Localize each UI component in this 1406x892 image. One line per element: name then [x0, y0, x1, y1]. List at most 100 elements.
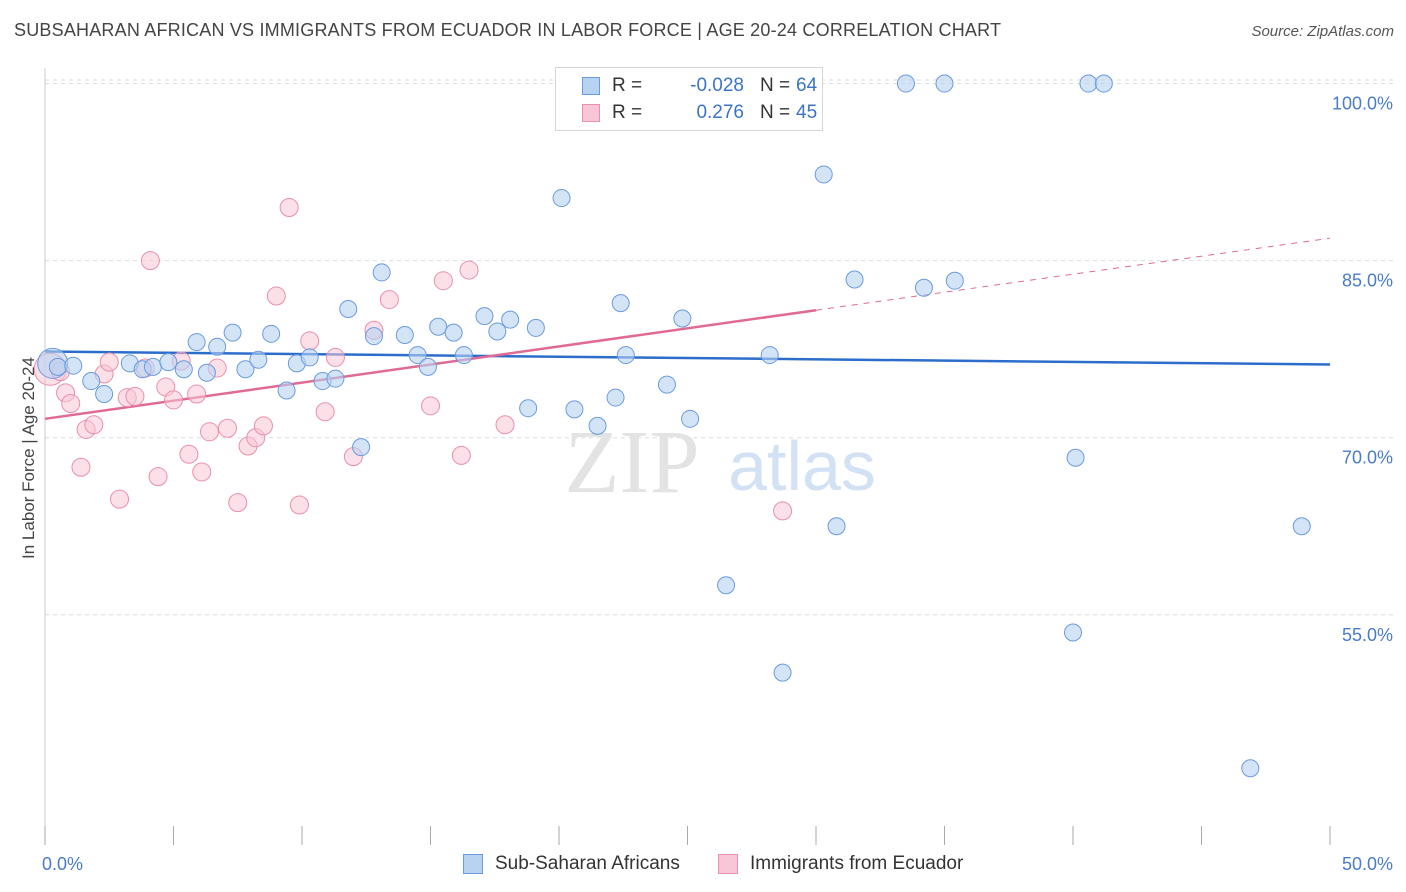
point-sub-saharan-africans [159, 353, 178, 372]
bottom-legend-label: Sub-Saharan Africans [495, 853, 680, 874]
point-sub-saharan-africans [611, 294, 630, 313]
point-immigrants-from-ecuador [451, 445, 471, 465]
point-sub-saharan-africans [277, 381, 296, 400]
point-sub-saharan-africans [1292, 517, 1311, 536]
point-sub-saharan-africans [174, 360, 193, 379]
legend-r-value: -0.028 [690, 75, 744, 96]
point-immigrants-from-ecuador [192, 462, 212, 482]
point-immigrants-from-ecuador [421, 396, 440, 416]
point-sub-saharan-africans [1241, 759, 1260, 778]
point-sub-saharan-africans [773, 663, 792, 682]
bottom-legend-swatch-pink [718, 854, 738, 874]
point-immigrants-from-ecuador [179, 444, 199, 464]
point-immigrants-from-ecuador [433, 271, 453, 291]
legend-r-label: R = [612, 102, 643, 123]
point-sub-saharan-africans [673, 309, 692, 328]
point-sub-saharan-africans [914, 278, 933, 297]
point-immigrants-from-ecuador [164, 390, 183, 410]
point-sub-saharan-africans [187, 333, 206, 352]
point-sub-saharan-africans [82, 372, 101, 391]
point-sub-saharan-africans [488, 322, 507, 341]
point-sub-saharan-africans [519, 399, 538, 418]
point-immigrants-from-ecuador [71, 457, 91, 477]
point-immigrants-from-ecuador [228, 493, 248, 513]
point-sub-saharan-africans [552, 189, 571, 208]
watermark: ZIP atlas [565, 413, 876, 512]
point-immigrants-from-ecuador [148, 467, 168, 487]
correlation-legend: R = -0.028 N = 64 R = 0.276 N = 45 [555, 67, 823, 131]
point-immigrants-from-ecuador [140, 251, 160, 271]
point-sub-saharan-africans [454, 346, 473, 365]
legend-r-value: 0.276 [696, 102, 744, 123]
trend-line-sub-saharan [44, 350, 1331, 366]
point-sub-saharan-africans [429, 317, 448, 336]
point-sub-saharan-africans [945, 271, 964, 290]
legend-n-label: N = [760, 102, 791, 123]
legend-swatch-pink [582, 104, 600, 122]
watermark-atlas: atlas [728, 427, 876, 505]
legend-swatch-blue [582, 77, 600, 95]
point-sub-saharan-africans [339, 300, 358, 319]
chart-title: SUBSAHARAN AFRICAN VS IMMIGRANTS FROM EC… [14, 20, 1002, 40]
y-tick-label: 70.0% [1342, 448, 1393, 468]
point-immigrants-from-ecuador [773, 501, 793, 521]
point-sub-saharan-africans [326, 369, 345, 388]
point-sub-saharan-africans [197, 363, 216, 382]
legend-n-label: N = [760, 75, 791, 96]
trend-line-ecuador [815, 237, 1331, 311]
series-sub-saharan-africans [37, 74, 1311, 778]
point-sub-saharan-africans [1064, 623, 1082, 642]
point-sub-saharan-africans [526, 318, 545, 337]
point-sub-saharan-africans [845, 270, 864, 289]
point-immigrants-from-ecuador [315, 402, 335, 422]
point-sub-saharan-africans [827, 517, 846, 536]
point-sub-saharan-africans [565, 400, 584, 419]
point-sub-saharan-africans [935, 74, 954, 93]
point-immigrants-from-ecuador [125, 386, 145, 406]
tick-labels: 100.0% 85.0% 70.0% 55.0% 0.0% 50.0% [42, 94, 1393, 874]
point-immigrants-from-ecuador [300, 331, 320, 351]
point-immigrants-from-ecuador [84, 415, 104, 435]
bottom-legend-label: Immigrants from Ecuador [750, 853, 964, 874]
point-sub-saharan-africans [501, 310, 520, 329]
point-sub-saharan-africans [300, 348, 319, 367]
point-sub-saharan-africans [223, 323, 242, 342]
legend-n-value: 64 [796, 75, 818, 96]
point-sub-saharan-africans [395, 326, 414, 344]
point-sub-saharan-africans [352, 438, 371, 457]
point-sub-saharan-africans [657, 375, 676, 394]
point-sub-saharan-africans [208, 337, 227, 356]
point-sub-saharan-africans [364, 327, 383, 346]
y-tick-label: 85.0% [1342, 271, 1393, 291]
point-sub-saharan-africans [236, 360, 255, 379]
point-immigrants-from-ecuador [99, 352, 119, 372]
point-sub-saharan-africans [475, 307, 494, 326]
point-sub-saharan-africans [1079, 74, 1098, 93]
point-sub-saharan-africans [717, 576, 736, 595]
point-immigrants-from-ecuador [253, 416, 273, 436]
y-axis-label: In Labor Force | Age 20-24 [19, 357, 38, 559]
point-immigrants-from-ecuador [459, 260, 479, 280]
x-tick-label: 50.0% [1342, 854, 1393, 874]
point-sub-saharan-africans [249, 350, 268, 369]
y-tick-label: 100.0% [1332, 94, 1393, 114]
point-sub-saharan-africans [760, 346, 779, 365]
axes [44, 68, 1331, 845]
point-immigrants-from-ecuador [199, 422, 219, 442]
point-sub-saharan-africans [588, 416, 607, 435]
point-immigrants-from-ecuador [187, 384, 207, 404]
point-immigrants-from-ecuador [289, 495, 309, 515]
point-sub-saharan-africans [1066, 448, 1085, 467]
point-sub-saharan-africans [896, 74, 915, 93]
point-sub-saharan-africans [372, 263, 391, 282]
point-immigrants-from-ecuador [266, 286, 286, 306]
legend-n-value: 45 [796, 102, 818, 123]
point-immigrants-from-ecuador [279, 198, 299, 217]
chart-source: Source: ZipAtlas.com [1251, 23, 1394, 40]
point-sub-saharan-africans [143, 357, 162, 376]
point-sub-saharan-africans [64, 356, 83, 375]
grid-lines [45, 79, 1395, 616]
point-immigrants-from-ecuador [495, 415, 515, 435]
point-sub-saharan-africans [408, 346, 427, 365]
